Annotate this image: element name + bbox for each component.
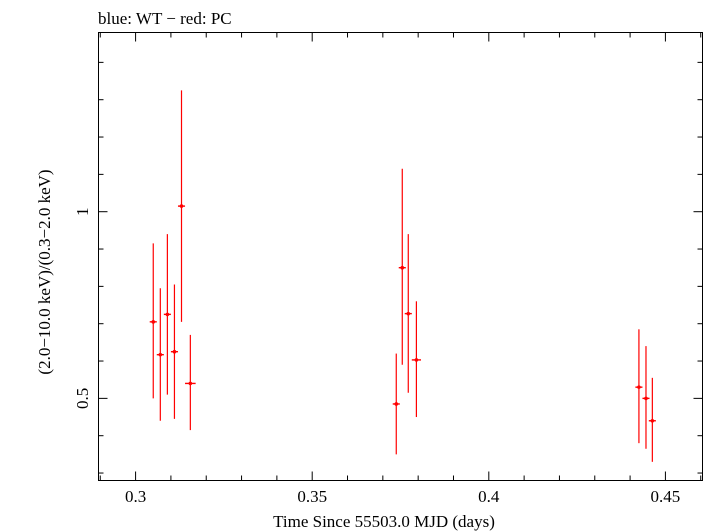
x-tick-label: 0.45 — [651, 487, 681, 506]
data-point — [156, 288, 164, 421]
point-marker — [179, 204, 184, 208]
axis-ticks — [98, 32, 703, 481]
point-marker — [406, 311, 411, 316]
data-point — [411, 301, 421, 418]
chart-title: blue: WT − red: PC — [98, 9, 232, 28]
y-tick-label: 1 — [73, 207, 92, 216]
data-point — [163, 234, 171, 395]
point-marker — [400, 265, 405, 270]
point-marker — [165, 312, 170, 317]
data-point — [149, 243, 157, 399]
data-point — [648, 377, 656, 462]
data-point — [185, 334, 196, 431]
point-marker — [644, 396, 648, 401]
data-point — [170, 284, 178, 419]
point-marker — [188, 381, 193, 386]
point-marker — [414, 358, 419, 362]
plot-frame — [98, 32, 703, 481]
point-marker — [394, 402, 399, 406]
data-point — [392, 353, 400, 455]
data-point — [398, 168, 406, 365]
tick-labels: 0.3 0.35 0.4 0.45 0.5 1 — [73, 207, 680, 506]
point-marker — [158, 352, 163, 357]
y-tick-label: 0.5 — [73, 388, 92, 409]
point-marker — [172, 349, 177, 354]
x-axis-label: Time Since 55503.0 MJD (days) — [273, 512, 495, 531]
data-point — [177, 90, 186, 322]
data-points — [149, 90, 656, 462]
x-tick-label: 0.3 — [125, 487, 146, 506]
point-marker — [650, 418, 655, 423]
point-marker — [151, 320, 156, 324]
data-point — [404, 234, 412, 393]
data-point — [635, 329, 643, 444]
data-point — [642, 346, 650, 449]
point-marker — [637, 385, 641, 389]
x-tick-label: 0.4 — [478, 487, 500, 506]
y-axis-label: (2.0−10.0 keV)/(0.3−2.0 keV) — [35, 169, 54, 374]
x-tick-label: 0.35 — [297, 487, 327, 506]
